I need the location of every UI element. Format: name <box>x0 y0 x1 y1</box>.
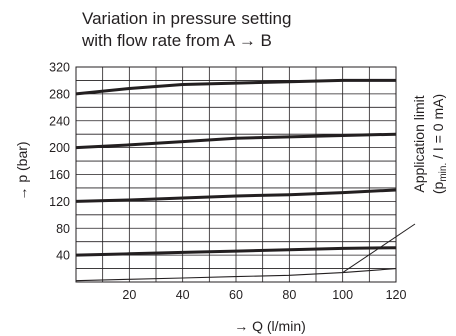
x-tick-label: 100 <box>332 288 353 302</box>
x-tick-label: 120 <box>386 288 407 302</box>
annotation-line-2-suffix: / I = 0 mA) <box>430 94 446 163</box>
x-axis-label: → Q (l/min) <box>234 318 306 334</box>
y-tick-label: 280 <box>49 87 70 101</box>
chart-title: Variation in pressure setting with flow … <box>82 8 291 52</box>
annotation-line-2: (pmin. / I = 0 mA) <box>430 94 449 194</box>
y-tick-label: 80 <box>56 222 70 236</box>
application-limit-annotation: Application limit (pmin. / I = 0 mA) <box>342 94 449 274</box>
annotation-line-2-prefix: (p <box>430 181 446 194</box>
y-axis-label: → p (bar) <box>14 141 30 200</box>
annotation-line-2-subscript: min. <box>438 163 449 182</box>
pressure-curve <box>75 132 397 150</box>
pressure-curve <box>75 246 397 257</box>
y-tick-label: 120 <box>49 195 70 209</box>
chart-title-line-1: Variation in pressure setting <box>82 9 292 28</box>
pressure-curve <box>75 188 397 203</box>
curves <box>75 78 397 282</box>
x-tick-label: 60 <box>229 288 243 302</box>
pressure-curve <box>75 78 396 96</box>
y-tick-label: 40 <box>56 249 70 263</box>
x-tick-label: 20 <box>122 288 136 302</box>
annotation-line-1: Application limit <box>411 95 427 192</box>
y-tick-label: 160 <box>49 168 70 182</box>
y-tick-label: 200 <box>49 141 70 155</box>
annotation-leader-line <box>342 223 416 274</box>
y-tick-label: 320 <box>49 61 70 75</box>
chart-title-line-2: with flow rate from A → B <box>82 31 272 50</box>
y-tick-label: 240 <box>49 114 70 128</box>
tick-labels: 40 80 120 160 200 240 280 320 20 40 60 80 100 120 <box>49 61 406 303</box>
x-tick-label: 80 <box>282 288 296 302</box>
x-tick-label: 40 <box>176 288 190 302</box>
